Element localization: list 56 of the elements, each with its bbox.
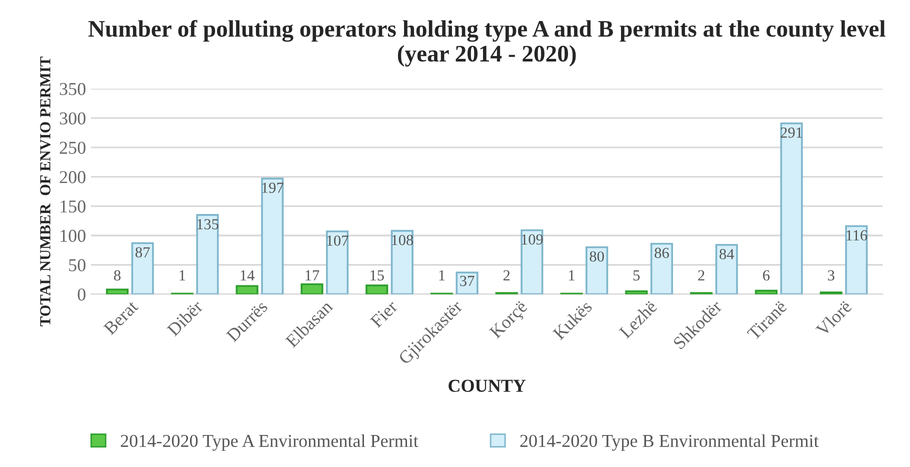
bar — [520, 229, 544, 294]
data-label: 15 — [370, 270, 384, 281]
bar — [236, 285, 258, 294]
y-tick-label: 0 — [78, 288, 86, 301]
data-label: 2 — [698, 270, 704, 280]
legend-label: 2014-2020 Type A Environmental Permit — [120, 434, 418, 451]
x-tick-label: Fier — [370, 300, 398, 328]
data-label: 1 — [180, 270, 186, 280]
data-label: 291 — [780, 127, 802, 138]
data-label: 5 — [634, 270, 640, 281]
y-tick-label: 50 — [69, 259, 86, 272]
data-label: 2 — [503, 270, 510, 280]
bar — [196, 214, 219, 294]
bar — [106, 288, 129, 294]
bar — [366, 284, 388, 294]
data-label: 1 — [569, 270, 574, 280]
y-tick-label: 250 — [60, 142, 86, 154]
data-label: 17 — [306, 270, 320, 280]
bar — [780, 122, 803, 294]
bar — [715, 244, 738, 294]
bar — [390, 230, 414, 294]
bar — [326, 230, 349, 294]
data-label: 8 — [114, 270, 121, 281]
chart-title: Number of polluting operators holding type A and B permits at the county level (year 2014 - 2020) — [88, 20, 886, 67]
data-label: 116 — [846, 230, 868, 240]
y-tick-label: 300 — [60, 112, 86, 125]
legend-label: 2014-2020 Type B Environmental Permit — [520, 434, 819, 451]
data-label: 108 — [392, 234, 414, 246]
bar — [754, 290, 778, 294]
bar — [456, 272, 478, 294]
y-tick-label: 150 — [60, 200, 86, 213]
bar — [650, 242, 674, 294]
data-label: 80 — [590, 251, 604, 262]
data-label: 14 — [240, 270, 254, 280]
data-label: 197 — [262, 182, 284, 193]
y-tick-label: 200 — [60, 171, 86, 184]
data-label: 87 — [136, 247, 150, 258]
data-label: 135 — [197, 219, 218, 230]
y-axis-title: TOTAL NUMBER OF ENVIO PERMIT — [40, 56, 50, 326]
x-axis-title: COUNTY — [448, 380, 526, 392]
data-label: 3 — [828, 270, 834, 281]
data-label: 37 — [460, 276, 474, 286]
y-tick-label: 350 — [60, 82, 86, 96]
data-label: 109 — [522, 234, 543, 245]
data-label: 6 — [763, 270, 770, 281]
data-label: 84 — [720, 248, 734, 260]
bar — [131, 242, 154, 294]
bar — [261, 178, 284, 294]
bar — [586, 246, 608, 294]
data-label: 107 — [327, 235, 348, 246]
data-label: 1 — [439, 270, 445, 280]
bar — [845, 225, 868, 294]
bar — [625, 290, 648, 294]
bar — [300, 283, 324, 294]
y-tick-label: 100 — [60, 230, 86, 242]
data-label: 86 — [654, 248, 669, 258]
